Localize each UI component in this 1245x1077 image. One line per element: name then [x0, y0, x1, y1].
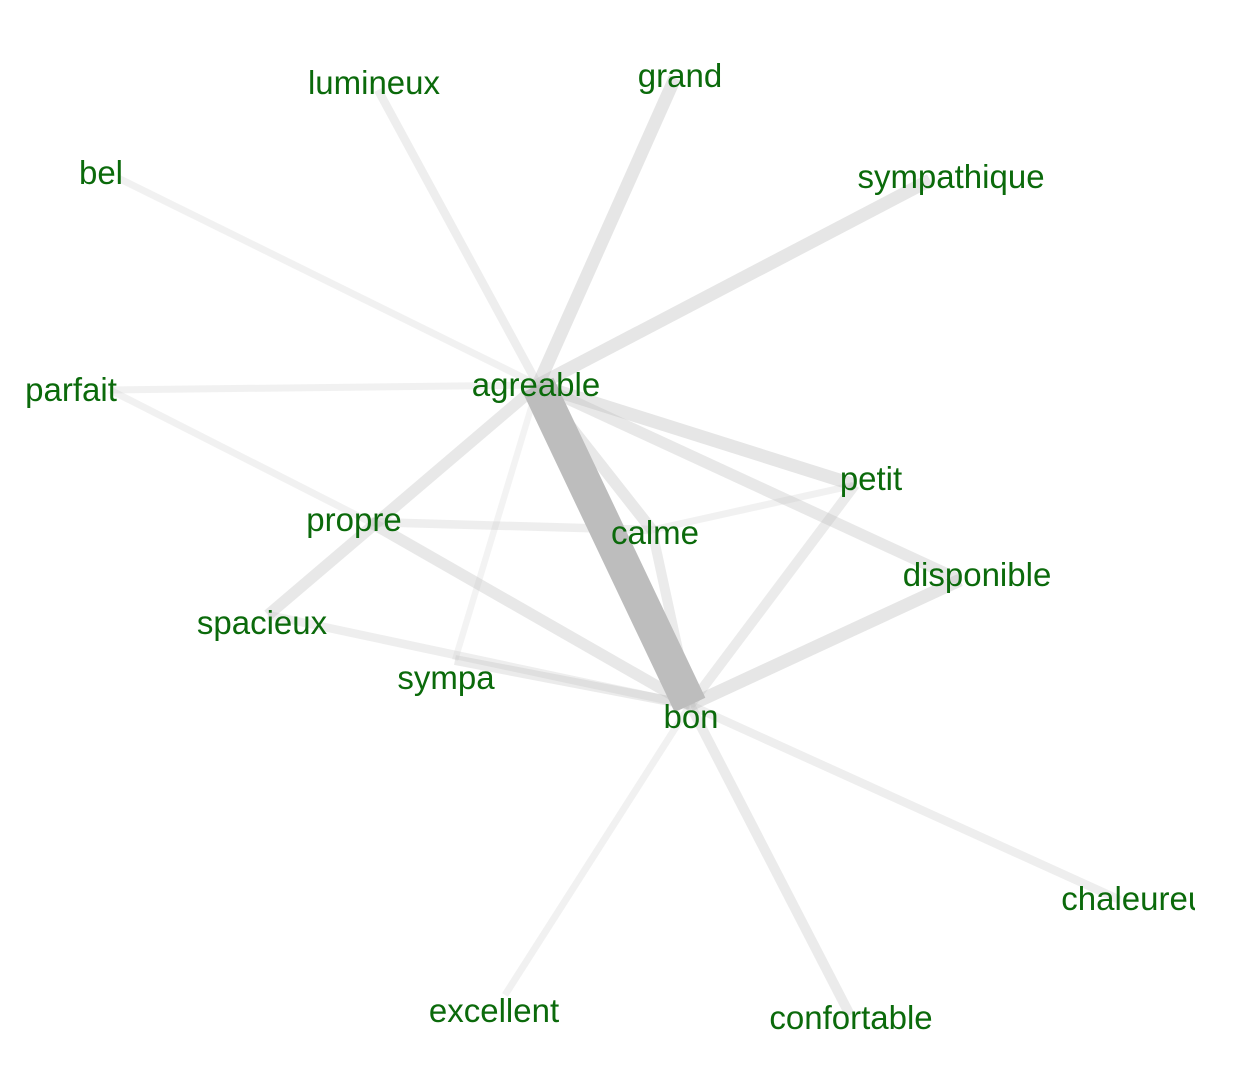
node-label-sympathique: sympathique [857, 158, 1044, 195]
node-label-layer: agreable bon calme petit disponible propre spa… [25, 57, 1223, 1036]
edge-bon-propre [367, 517, 693, 710]
node-label-petit: petit [840, 460, 902, 497]
node-label-confortable: confortable [769, 999, 932, 1036]
node-label-grand: grand [638, 57, 722, 94]
node-label-lumineux: lumineux [308, 64, 441, 101]
edge-bon-chaleureux [688, 701, 1122, 904]
edge-bon-excellent [502, 703, 693, 997]
node-label-agreable: agreable [472, 366, 600, 403]
node-label-sympa: sympa [397, 659, 495, 696]
node-label-calme: calme [611, 514, 699, 551]
node-label-parfait: parfait [25, 371, 117, 408]
edge-agreable-bel [116, 174, 540, 389]
edge-agreable-spacieux [264, 380, 542, 620]
edge-bon-spacieux [267, 610, 691, 710]
node-label-chaleureux: chaleureux [1061, 880, 1223, 917]
edge-bon-disponible [687, 574, 963, 711]
edge-agreable-sympathique [534, 174, 934, 391]
edge-agreable-bon [522, 377, 706, 713]
edge-calme-petit [651, 481, 856, 534]
edge-agreable-disponible [535, 379, 963, 586]
node-label-excellent: excellent [429, 992, 559, 1029]
edge-propre-parfait [108, 386, 372, 526]
node-label-bel: bel [79, 154, 123, 191]
node-label-spacieux: spacieux [197, 604, 328, 641]
edge-layer [108, 75, 1122, 1018]
edge-agreable-lumineux [374, 87, 542, 388]
edge-agreable-parfait [109, 381, 539, 394]
edge-agreable-petit [536, 378, 857, 492]
edge-agreable-sympa [451, 384, 542, 661]
edge-bon-confortable [685, 702, 855, 1018]
edge-bon-petit [686, 482, 859, 708]
node-label-disponible: disponible [903, 556, 1052, 593]
edge-bon-sympa [454, 655, 691, 710]
node-label-bon: bon [663, 698, 718, 735]
node-label-propre: propre [306, 501, 401, 538]
edge-agreable-grand [532, 75, 681, 388]
